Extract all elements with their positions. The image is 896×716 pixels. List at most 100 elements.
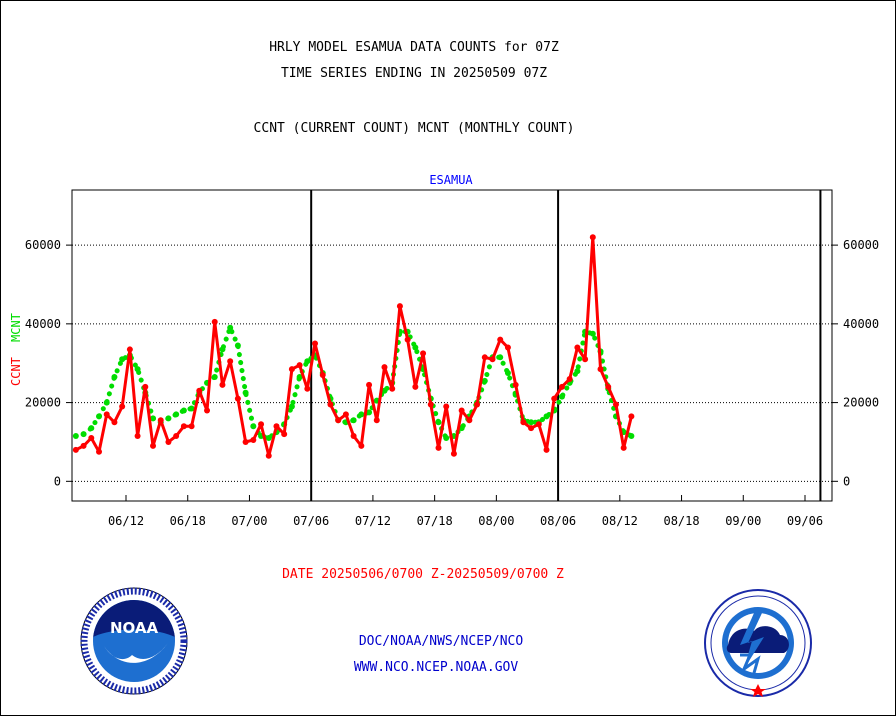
- point-ccnt-35: [342, 411, 349, 418]
- xtick-label-2: 07/00: [231, 514, 267, 528]
- point-ccnt-19: [219, 381, 226, 388]
- point-ccnt-16: [196, 387, 203, 394]
- point-ccnt-61: [543, 446, 550, 453]
- point-mcnt-28: [288, 403, 295, 410]
- point-mcnt-3: [96, 413, 103, 420]
- xtick-label-1: 06/18: [170, 514, 206, 528]
- point-ccnt-4: [103, 411, 110, 418]
- point-ccnt-48: [443, 403, 450, 410]
- point-mcnt-47: [435, 419, 442, 426]
- ylabel-mcnt: MCNT: [9, 313, 23, 342]
- point-mcnt-4: [103, 399, 110, 406]
- xtick-label-7: 08/06: [540, 514, 576, 528]
- point-ccnt-33: [327, 401, 334, 408]
- point-mcnt-23: [250, 423, 257, 430]
- point-mcnt-0: [72, 433, 79, 440]
- ytick-label-right-20000: 20000: [843, 396, 879, 410]
- point-ccnt-5: [111, 419, 118, 426]
- point-mcnt-12: [165, 415, 172, 422]
- point-ccnt-63: [558, 383, 565, 390]
- point-ccnt-11: [157, 417, 164, 424]
- grid-layer: [72, 244, 832, 482]
- point-mcnt-21: [234, 342, 241, 349]
- point-mcnt-53: [481, 377, 488, 384]
- point-ccnt-42: [396, 303, 403, 310]
- point-mcnt-29: [296, 373, 303, 380]
- series-station-label: ESAMUA: [429, 173, 473, 187]
- point-mcnt-59: [528, 419, 535, 426]
- point-ccnt-10: [150, 442, 157, 449]
- xtick-label-8: 08/12: [602, 514, 638, 528]
- point-mcnt-30: [304, 358, 311, 365]
- footer-doc-line: DOC/NOAA/NWS/NCEP/NCO: [359, 634, 524, 649]
- axis-layer: 0 0 20000 20000 40000 40000 60000 60000 06/12 06/…: [25, 189, 879, 528]
- point-ccnt-32: [319, 372, 326, 379]
- point-ccnt-25: [265, 452, 272, 459]
- chart-title-line-1: HRLY MODEL ESAMUA DATA COUNTS for 07Z: [269, 40, 559, 55]
- point-ccnt-70: [612, 401, 619, 408]
- point-mcnt-67: [589, 330, 596, 337]
- point-mcnt-19: [219, 346, 226, 353]
- noaa-logo-icon: NOAA: [80, 587, 188, 695]
- chart-subtitle: CCNT (CURRENT COUNT) MCNT (MONTHLY COUNT…: [254, 121, 575, 136]
- point-ccnt-69: [605, 383, 612, 390]
- point-ccnt-40: [381, 364, 388, 371]
- ytick-label-right-40000: 40000: [843, 317, 879, 331]
- point-ccnt-31: [312, 340, 319, 347]
- chart-title-line-2: TIME SERIES ENDING IN 20250509 07Z: [281, 66, 547, 81]
- xtick-label-4: 07/12: [355, 514, 391, 528]
- point-ccnt-51: [466, 417, 473, 424]
- point-ccnt-55: [497, 336, 504, 343]
- point-ccnt-38: [366, 381, 373, 388]
- point-ccnt-68: [597, 366, 604, 373]
- point-ccnt-20: [227, 358, 234, 365]
- point-mcnt-72: [628, 433, 635, 440]
- point-ccnt-65: [574, 344, 581, 351]
- point-mcnt-20: [227, 324, 234, 331]
- point-ccnt-52: [474, 401, 481, 408]
- point-mcnt-2: [88, 425, 95, 432]
- xtick-label-0: 06/12: [108, 514, 144, 528]
- footer-url[interactable]: WWW.NCO.NCEP.NOAA.GOV: [354, 660, 519, 675]
- series-layer: [72, 234, 635, 459]
- point-mcnt-37: [358, 411, 365, 418]
- point-mcnt-25: [265, 435, 272, 442]
- point-ccnt-3: [96, 448, 103, 455]
- point-mcnt-48: [443, 435, 450, 442]
- point-mcnt-63: [558, 393, 565, 400]
- xtick-label-11: 09/06: [787, 514, 823, 528]
- point-ccnt-59: [528, 425, 535, 432]
- point-mcnt-40: [381, 387, 388, 394]
- point-ccnt-13: [173, 433, 180, 440]
- point-mcnt-18: [211, 373, 218, 380]
- point-ccnt-26: [273, 423, 280, 430]
- point-ccnt-71: [620, 444, 627, 451]
- xtick-label-10: 09/00: [725, 514, 761, 528]
- point-ccnt-67: [589, 234, 596, 241]
- point-mcnt-6: [119, 356, 126, 363]
- point-ccnt-50: [458, 407, 465, 414]
- xtick-label-3: 07/06: [293, 514, 329, 528]
- xtick-label-6: 08/00: [478, 514, 514, 528]
- ytick-label-left-0: 0: [54, 474, 61, 488]
- point-ccnt-45: [420, 350, 427, 357]
- ytick-label-right-0: 0: [843, 474, 850, 488]
- point-ccnt-46: [427, 401, 434, 408]
- ytick-label-right-60000: 60000: [843, 238, 879, 252]
- point-ccnt-37: [358, 442, 365, 449]
- point-ccnt-30: [304, 385, 311, 392]
- date-range-label: DATE 20250506/0700 Z-20250509/0700 Z: [282, 567, 564, 582]
- point-ccnt-0: [72, 446, 79, 453]
- point-ccnt-64: [566, 375, 573, 382]
- nws-logo-icon: [704, 589, 812, 697]
- point-mcnt-56: [504, 370, 511, 377]
- point-ccnt-23: [250, 436, 257, 443]
- point-ccnt-22: [242, 438, 249, 445]
- point-ccnt-9: [142, 383, 149, 390]
- plot-frame: [71, 189, 833, 502]
- point-ccnt-14: [180, 423, 187, 430]
- point-ccnt-8: [134, 433, 141, 440]
- point-ccnt-58: [520, 419, 527, 426]
